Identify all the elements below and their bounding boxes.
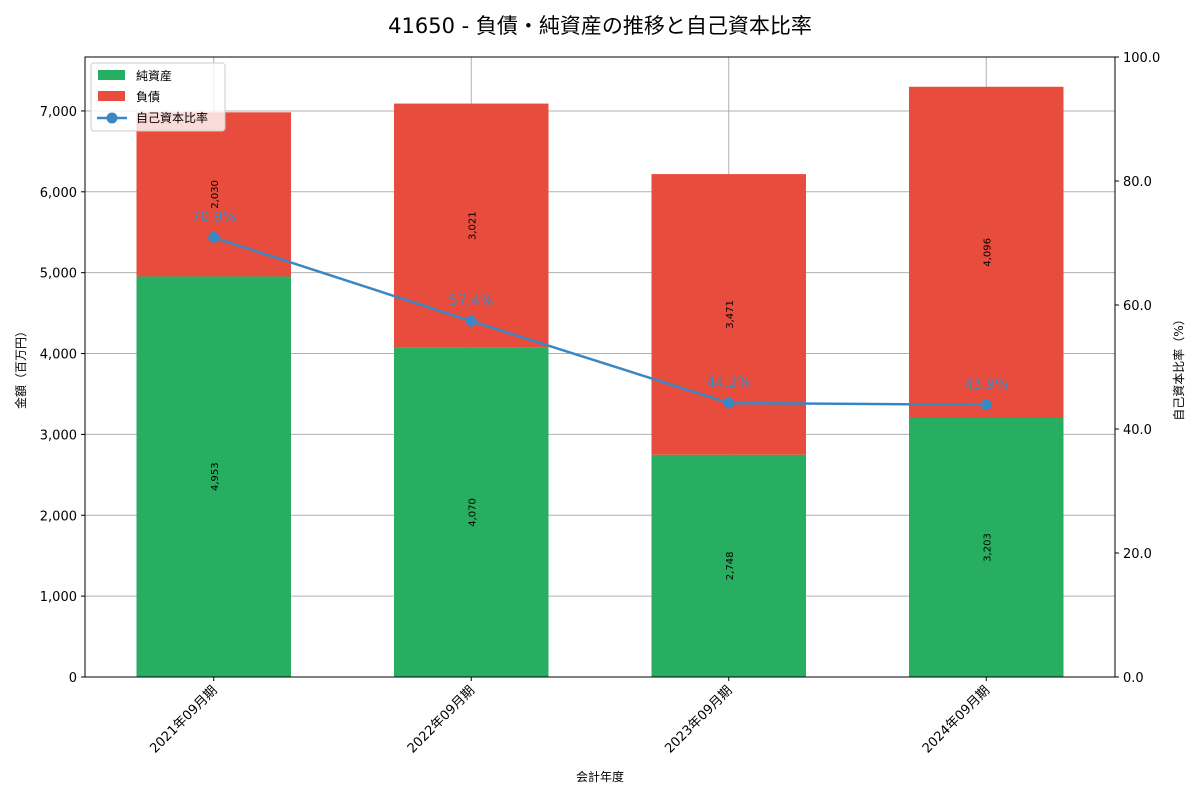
bar-liabilities: [136, 112, 291, 277]
bar-net-assets: [909, 417, 1064, 677]
y2-tick-label: 60.0: [1123, 299, 1152, 314]
plot-frame: [84, 56, 1116, 678]
bar-label-net-assets: 4,070: [467, 498, 478, 527]
bar-liabilities: [909, 86, 1064, 418]
y-tick-label: 5,000: [40, 267, 77, 282]
bar-label-liabilities: 4,096: [982, 238, 993, 267]
bar-label-liabilities: 3,021: [467, 211, 478, 240]
y-tick-label: 4,000: [40, 348, 77, 363]
bar-label-net-assets: 3,203: [982, 533, 993, 562]
x-tick-label: 2021年09月期: [147, 683, 220, 756]
x-tick-label: 2022年09月期: [405, 683, 478, 756]
y2-tick-label: 0.0: [1123, 671, 1144, 686]
x-tick-label: 2023年09月期: [662, 683, 735, 756]
bars: [136, 86, 1064, 677]
bar-label-net-assets: 2,748: [725, 552, 736, 581]
bar-label-liabilities: 3,471: [725, 300, 736, 329]
legend-marker-ratio: [106, 112, 118, 124]
y-tick-label: 1,000: [40, 590, 77, 605]
y-tick-label: 7,000: [40, 105, 77, 120]
equity-ratio-line: 70.9% 57.4% 44.2% 43.9%: [192, 209, 1008, 411]
bar-label-liabilities: 2,030: [210, 180, 221, 209]
right-axis-ticks: 0.0 20.0 40.0 60.0 80.0 100.0: [1115, 51, 1160, 686]
y2-axis-label: 自己資本比率（%）: [1171, 313, 1186, 420]
y-tick-label: 2,000: [40, 509, 77, 524]
y-tick-label: 6,000: [40, 186, 77, 201]
ratio-marker: [723, 397, 735, 409]
x-tick-label: 2024年09月期: [920, 683, 993, 756]
bar-net-assets: [394, 347, 549, 677]
y-axis-label: 金額（百万円）: [13, 325, 28, 409]
bar-liabilities: [394, 103, 549, 348]
ratio-label: 70.9%: [192, 209, 236, 225]
ratio-label: 57.4%: [449, 293, 493, 309]
legend-label-ratio: 自己資本比率: [136, 110, 208, 125]
bar-net-assets: [651, 454, 806, 677]
y-tick-label: 3,000: [40, 428, 77, 443]
ratio-marker: [208, 231, 220, 243]
legend-label-net-assets: 純資産: [136, 68, 172, 83]
y2-tick-label: 100.0: [1123, 51, 1160, 66]
ratio-line-path: [213, 236, 987, 407]
ratio-marker: [465, 315, 477, 327]
x-axis-label: 会計年度: [576, 769, 624, 784]
ratio-label: 44.2%: [707, 375, 751, 391]
chart-title: 41650 - 負債・純資産の推移と自己資本比率: [388, 14, 812, 38]
y2-tick-label: 80.0: [1123, 175, 1152, 190]
bar-value-labels: 4,953 2,030 4,070 3,021 2,748 3,471 3,203 4,096: [210, 180, 994, 580]
legend: 純資産 負債 自己資本比率: [90, 62, 226, 132]
x-axis-ticks: 2021年09月期 2022年09月期 2023年09月期 2024年09月期: [147, 677, 993, 757]
legend-label-liabilities: 負債: [136, 89, 160, 104]
ratio-label: 43.9%: [964, 377, 1008, 393]
y2-tick-label: 40.0: [1123, 423, 1152, 438]
left-axis-ticks: 0 1,000 2,000 3,000 4,000 5,000 6,000 7,000: [40, 105, 85, 686]
legend-swatch-net-assets: [98, 70, 125, 80]
y-tick-label: 0: [69, 671, 77, 686]
y2-tick-label: 20.0: [1123, 547, 1152, 562]
bar-label-net-assets: 4,953: [210, 462, 221, 491]
ratio-marker: [980, 399, 992, 411]
legend-swatch-liabilities: [98, 91, 125, 101]
bar-net-assets: [136, 276, 291, 677]
